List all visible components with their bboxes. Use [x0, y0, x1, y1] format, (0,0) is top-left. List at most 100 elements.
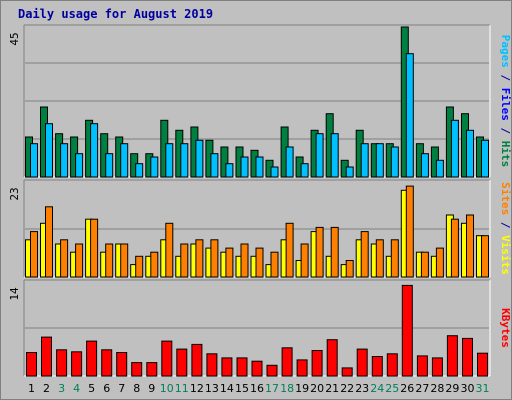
bar-files-day-9 — [150, 156, 159, 178]
side-label-segment: Sites — [499, 182, 512, 215]
bar-kbytes-day-19 — [296, 359, 308, 377]
day-label-25: 25 — [385, 382, 399, 395]
bar-kbytes-day-7 — [116, 352, 128, 377]
bar-files-day-16 — [255, 156, 264, 178]
bar-kbytes-day-18 — [281, 347, 293, 377]
bar-sites-day-14 — [225, 247, 234, 278]
day-label-23: 23 — [355, 382, 369, 395]
day-label-16: 16 — [250, 382, 264, 395]
bar-kbytes-day-30 — [462, 337, 473, 377]
bar-sites-day-8 — [135, 255, 144, 278]
bar-sites-day-21 — [330, 226, 339, 278]
bar-files-day-30 — [466, 129, 474, 178]
bar-kbytes-day-27 — [416, 355, 428, 377]
bar-sites-day-22 — [345, 260, 354, 278]
bar-files-day-3 — [60, 143, 69, 178]
bar-sites-day-28 — [435, 247, 444, 278]
day-label-2: 2 — [43, 382, 50, 395]
day-label-17: 17 — [265, 382, 279, 395]
day-label-29: 29 — [445, 382, 459, 395]
bar-kbytes-day-17 — [266, 364, 278, 377]
bar-kbytes-day-20 — [311, 350, 323, 377]
bar-sites-day-10 — [165, 222, 174, 278]
bar-files-day-7 — [120, 143, 129, 178]
bar-sites-day-4 — [75, 243, 84, 278]
side-label-segment: Hits — [499, 141, 512, 168]
bar-sites-day-16 — [255, 247, 264, 278]
day-label-3: 3 — [58, 382, 65, 395]
bar-files-day-26 — [405, 53, 414, 178]
bar-sites-day-2 — [45, 206, 53, 278]
bar-sites-day-6 — [105, 243, 114, 278]
bar-kbytes-day-14 — [221, 357, 233, 377]
bar-sites-day-29 — [450, 218, 459, 278]
panel-top-ymax-label: 45 — [8, 32, 21, 45]
bar-kbytes-day-12 — [191, 343, 203, 377]
bar-files-day-25 — [390, 146, 399, 178]
bar-kbytes-day-10 — [161, 340, 173, 377]
day-label-13: 13 — [205, 382, 219, 395]
bar-sites-day-3 — [60, 239, 69, 278]
bar-sites-day-13 — [210, 239, 219, 278]
bar-sites-day-19 — [300, 243, 309, 278]
bar-kbytes-day-21 — [326, 339, 338, 377]
bar-kbytes-day-6 — [101, 349, 113, 377]
bar-files-day-11 — [180, 143, 189, 178]
bar-files-day-6 — [105, 153, 114, 178]
bar-sites-day-9 — [150, 251, 159, 278]
bar-kbytes-day-29 — [446, 335, 458, 377]
panel-top-side-label: Pages / Files / Hits — [499, 35, 512, 168]
bar-kbytes-day-24 — [371, 356, 383, 377]
bar-files-day-8 — [135, 163, 144, 178]
bar-files-day-31 — [481, 139, 489, 178]
side-label-segment: Pages — [499, 35, 512, 68]
side-label-segment: / — [499, 215, 512, 235]
bar-sites-day-1 — [30, 231, 38, 278]
bar-sites-day-30 — [466, 214, 474, 278]
panel-bottom-ymax-label: 14 — [8, 287, 21, 301]
bar-sites-day-7 — [120, 243, 129, 278]
bar-kbytes-day-15 — [236, 357, 248, 377]
bar-files-day-13 — [210, 153, 219, 178]
chart-title: Daily usage for August 2019 — [18, 7, 213, 21]
panel-middle-side-label: Sites / Visits — [499, 182, 512, 275]
bar-sites-day-27 — [420, 251, 429, 278]
bar-kbytes-day-25 — [386, 353, 398, 377]
bar-kbytes-day-22 — [341, 367, 353, 377]
bar-files-day-28 — [435, 159, 444, 178]
day-label-11: 11 — [175, 382, 189, 395]
bar-sites-day-15 — [240, 243, 249, 278]
bar-sites-day-23 — [360, 231, 369, 278]
bar-files-day-24 — [375, 143, 384, 178]
bar-files-day-4 — [75, 153, 84, 178]
bar-files-day-18 — [285, 146, 294, 178]
day-label-8: 8 — [133, 382, 140, 395]
bar-kbytes-day-9 — [146, 362, 158, 377]
day-label-31: 31 — [476, 382, 490, 395]
day-label-12: 12 — [190, 382, 204, 395]
day-label-21: 21 — [325, 382, 339, 395]
bar-files-day-29 — [450, 119, 459, 178]
bar-kbytes-day-28 — [431, 357, 443, 377]
bar-hits-day-14 — [220, 146, 229, 178]
bar-sites-day-11 — [180, 243, 189, 278]
panel-bottom-side-label: KBytes — [499, 308, 512, 348]
day-label-4: 4 — [73, 382, 80, 395]
day-label-14: 14 — [220, 382, 234, 395]
day-label-26: 26 — [400, 382, 414, 395]
bar-kbytes-day-23 — [356, 348, 368, 377]
bar-sites-day-26 — [405, 185, 414, 278]
day-label-24: 24 — [370, 382, 384, 395]
bar-kbytes-day-3 — [56, 349, 68, 377]
day-label-10: 10 — [160, 382, 174, 395]
side-label-segment: Files — [499, 88, 512, 121]
day-label-9: 9 — [148, 382, 155, 395]
day-label-22: 22 — [340, 382, 354, 395]
bar-kbytes-day-31 — [477, 352, 488, 377]
side-label-segment: Visits — [499, 235, 512, 275]
bar-files-day-23 — [360, 143, 369, 178]
day-label-7: 7 — [118, 382, 125, 395]
day-label-28: 28 — [430, 382, 444, 395]
bar-kbytes-day-16 — [251, 360, 263, 377]
